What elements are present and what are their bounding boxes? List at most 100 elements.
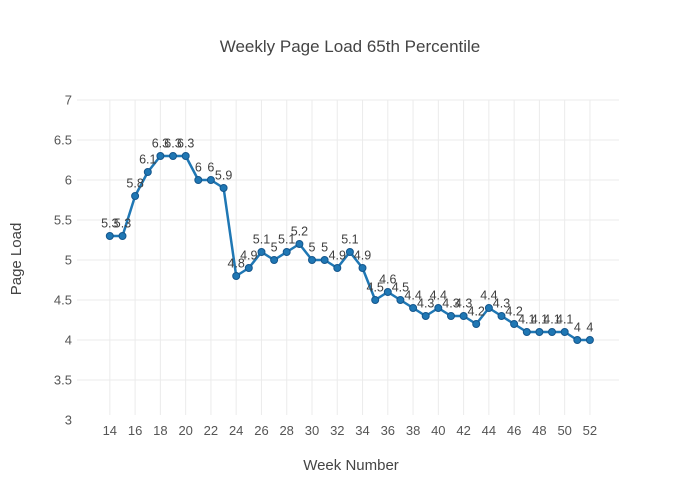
data-point[interactable] [497,312,506,320]
point-value-label: 4 [586,321,593,335]
data-point[interactable] [244,264,253,272]
data-point[interactable] [131,192,140,200]
point-value-label: 6.3 [164,137,181,151]
point-value-label: 4.3 [455,297,472,311]
y-tick-label: 6.5 [54,133,72,148]
point-value-label: 6.3 [177,137,194,151]
point-value-label: 4.4 [404,289,421,303]
x-tick-label: 26 [254,423,268,438]
gridlines [77,99,619,415]
point-value-label: 4.4 [430,289,447,303]
point-value-label: 5.3 [101,217,118,231]
point-value-label: 4.3 [417,297,434,311]
point-value-label: 4.1 [543,313,560,327]
point-value-label: 5 [271,241,278,255]
data-point[interactable] [484,304,493,312]
point-value-label: 4.1 [556,313,573,327]
point-value-label: 5.1 [253,233,270,247]
point-value-label: 5.1 [341,233,358,247]
data-point[interactable] [320,256,329,264]
x-tick-label: 34 [355,423,369,438]
data-point[interactable] [308,256,316,264]
data-point[interactable] [383,288,392,296]
data-point[interactable] [522,328,531,336]
data-point[interactable] [447,312,455,320]
data-point[interactable] [371,296,380,304]
x-axis-title: Week Number [303,457,399,474]
point-value-label: 4.9 [329,249,346,263]
point-value-label: 5 [309,241,316,255]
data-point[interactable] [105,232,114,240]
data-point[interactable] [409,304,418,312]
data-point[interactable] [472,320,481,328]
point-value-label: 4.5 [392,281,409,295]
series [105,152,594,344]
data-point[interactable] [143,168,152,176]
point-value-label: 6.1 [139,153,156,167]
x-tick-label: 14 [103,423,117,438]
data-point[interactable] [194,176,203,184]
data-point[interactable] [156,152,165,160]
x-tick-label: 52 [583,423,597,438]
point-value-label: 4.3 [442,297,459,311]
point-value-label: 5.9 [215,169,232,183]
data-point[interactable] [459,312,468,320]
point-value-label: 5.8 [126,177,143,191]
x-tick-label: 24 [229,423,243,438]
point-value-label: 4.5 [367,281,384,295]
data-point[interactable] [169,152,177,160]
point-value-label: 4.2 [468,305,485,319]
data-point[interactable] [333,264,342,272]
x-tick-label: 50 [557,423,571,438]
data-point[interactable] [270,256,279,264]
x-tick-label: 32 [330,423,344,438]
data-point[interactable] [434,304,443,312]
point-value-label: 6 [195,161,202,175]
x-tick-label: 20 [178,423,192,438]
point-labels: 5.35.35.86.16.36.36.36 65.94.84.95.155.15… [101,137,593,335]
y-tick-label: 5.5 [54,213,72,228]
x-tick-labels: 14 16 18 20 22 24 26 28 30 32 34 36 38 40 42 44 46 48 50 52 [103,423,598,438]
y-tick-labels: 3 3.5 4 4.5 5 5.5 6 6.5 7 [54,93,72,428]
point-value-label: 4.1 [518,313,535,327]
data-point[interactable] [548,328,556,336]
x-tick-label: 42 [456,423,470,438]
y-tick-label: 7 [65,93,72,108]
point-value-label: 4.4 [480,289,497,303]
x-tick-label: 18 [153,423,167,438]
data-point[interactable] [232,272,241,280]
chart-title: Weekly Page Load 65th Percentile [220,37,481,56]
point-value-label: 5.2 [291,225,308,239]
x-tick-label: 46 [507,423,521,438]
point-value-label: 4.6 [379,273,396,287]
x-tick-label: 30 [305,423,319,438]
data-point[interactable] [358,264,367,272]
point-value-label: 4.9 [354,249,371,263]
point-value-label: 6.3 [152,137,169,151]
point-value-label: 5 [321,241,328,255]
data-point[interactable] [257,248,266,256]
y-tick-label: 4 [65,333,72,348]
x-tick-label: 16 [128,423,142,438]
data-point[interactable] [118,232,127,240]
y-tick-label: 3 [65,413,72,428]
point-value-label: 4 [574,321,581,335]
data-point[interactable] [585,336,594,344]
point-value-label: 4.1 [531,313,548,327]
data-point[interactable] [573,336,582,344]
data-point[interactable] [282,248,291,256]
data-point[interactable] [421,312,430,320]
data-point[interactable] [295,240,304,248]
data-point[interactable] [396,296,405,304]
data-point[interactable] [560,328,569,336]
data-point[interactable] [219,184,228,192]
data-point[interactable] [206,176,215,184]
data-point[interactable] [535,328,544,336]
data-point[interactable] [181,152,190,160]
x-tick-label: 28 [279,423,293,438]
data-point[interactable] [345,248,354,256]
data-point[interactable] [510,320,519,328]
point-value-label: 4.9 [240,249,257,263]
